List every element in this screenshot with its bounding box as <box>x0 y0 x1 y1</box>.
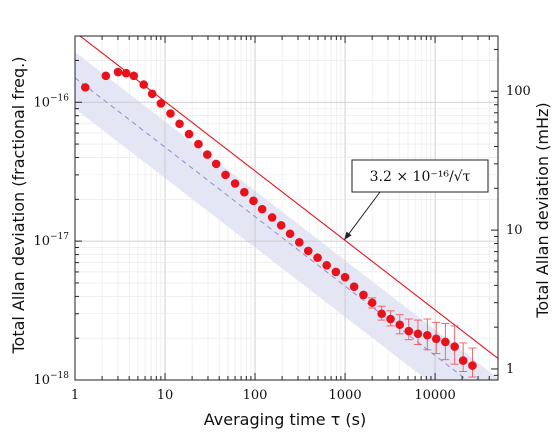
data-point <box>413 329 423 339</box>
x-tick-label: 100 <box>243 388 268 403</box>
data-point <box>121 68 131 78</box>
data-point <box>322 260 331 270</box>
x-tick-label: 1000 <box>329 388 362 403</box>
y-tick-label-right: 100 <box>506 84 531 99</box>
data-point <box>240 187 249 197</box>
x-axis-label: Averaging time τ (s) <box>204 410 366 429</box>
data-point <box>303 246 313 256</box>
points-layer <box>80 67 477 378</box>
y-tick-label: 10−18 <box>33 371 69 388</box>
plot-frame <box>74 35 499 381</box>
data-point <box>267 213 277 222</box>
data-point <box>468 361 477 370</box>
data-point <box>276 221 286 230</box>
y-tick-label: 10−16 <box>33 93 69 110</box>
y-axis-label: Total Allan deviation (fractional freq.) <box>9 57 28 355</box>
data-point <box>257 204 267 214</box>
data-point <box>80 83 90 92</box>
data-point <box>359 290 368 300</box>
data-point <box>129 71 139 81</box>
annotation-arrow-head <box>344 231 352 240</box>
data-point <box>156 99 166 108</box>
data-point <box>450 342 459 351</box>
data-point <box>221 170 230 180</box>
ticks-layer: 1 10 100 1000 10000 10−18 10−17 10−16 1 10 100 <box>33 35 531 403</box>
annotation-text: 3.2 × 10⁻¹⁶/√τ <box>370 169 471 185</box>
data-point <box>113 67 123 77</box>
data-point <box>458 356 468 365</box>
confidence-band-layer <box>75 52 498 380</box>
y-tick-label-right: 1 <box>506 362 514 377</box>
data-point <box>194 139 203 149</box>
data-point <box>211 159 221 169</box>
data-point <box>230 179 240 188</box>
uncertainty-band <box>75 52 498 380</box>
data-point <box>423 330 432 340</box>
data-point <box>404 326 414 336</box>
data-point <box>441 337 450 347</box>
data-point <box>294 238 304 247</box>
data-point <box>166 109 175 118</box>
data-point <box>349 282 359 291</box>
data-point <box>147 89 157 99</box>
fit-line <box>79 36 498 359</box>
y-axis-label-right: Total Allan deviation (mHz) <box>533 102 552 318</box>
frame-layer <box>74 35 499 381</box>
data-point <box>249 196 258 206</box>
data-point <box>331 267 341 277</box>
data-point <box>340 272 350 282</box>
data-point <box>367 298 377 308</box>
data-point <box>175 119 184 129</box>
data-point <box>313 253 322 262</box>
data-point <box>386 314 395 324</box>
data-point <box>139 80 149 89</box>
grid-layer <box>75 36 498 380</box>
data-point <box>184 129 194 139</box>
data-point <box>285 229 295 239</box>
data-point <box>395 320 405 330</box>
annotation-box <box>351 159 489 193</box>
y-tick-label: 10−17 <box>33 232 69 249</box>
annotation-arrow-shaft <box>343 191 381 241</box>
data-point <box>377 309 386 319</box>
y-tick-label-right: 10 <box>506 223 523 238</box>
x-tick-label: 1 <box>71 388 79 403</box>
x-tick-label: 10 <box>157 388 174 403</box>
annotation-layer: 3.2 × 10⁻¹⁶/√τ <box>343 159 489 241</box>
x-tick-label: 10000 <box>414 388 455 403</box>
data-point <box>101 71 111 81</box>
data-point <box>431 334 441 344</box>
data-point <box>203 150 212 159</box>
